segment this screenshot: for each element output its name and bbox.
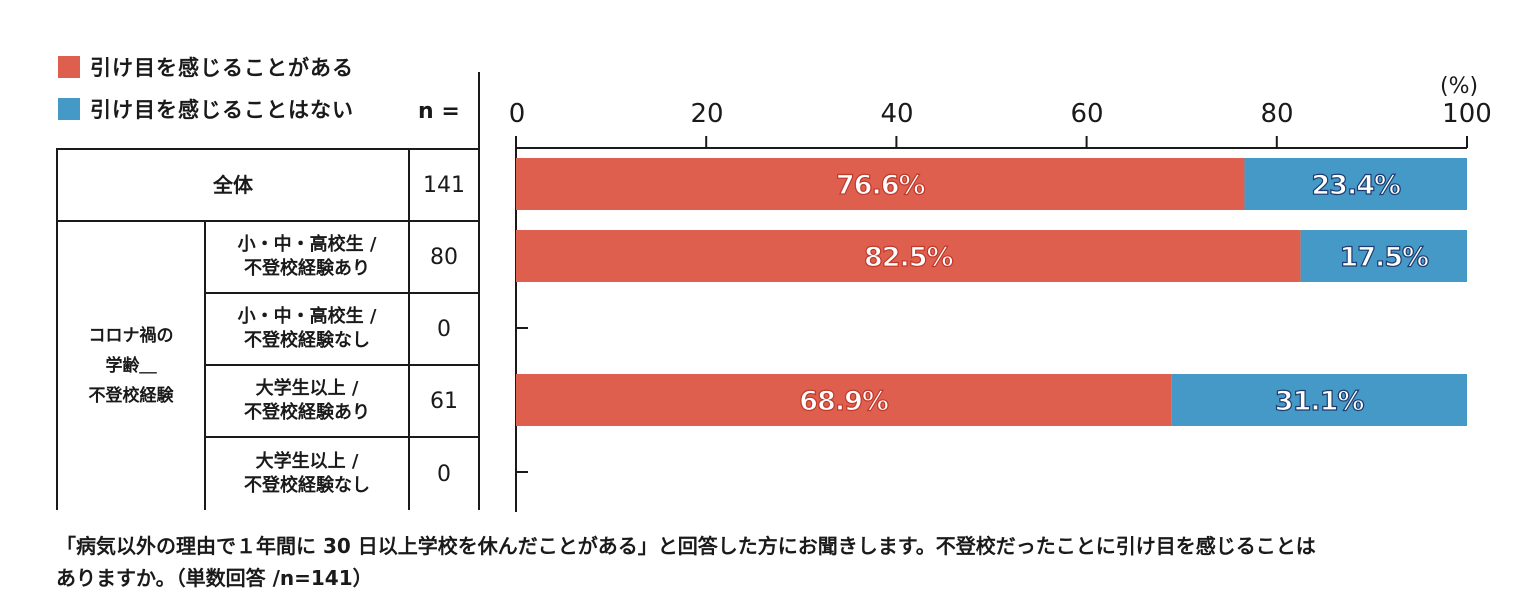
tick-label-80: 80 bbox=[1260, 99, 1294, 129]
bar-no-1 bbox=[1300, 230, 1467, 282]
data-label-yes-0: 76.6% bbox=[836, 170, 926, 201]
row-label-total: 全体 bbox=[213, 173, 253, 197]
tick-label-100: 100 bbox=[1442, 99, 1492, 129]
legend: 引け目を感じることがある 引け目を感じることはない bbox=[58, 54, 354, 138]
legend-swatch-no bbox=[58, 98, 80, 120]
row-label-hs-yes: 小・中・高校生 / 不登校経験あり bbox=[237, 234, 377, 279]
footnote-line-2: ありますか。（単数回答 /n=141） bbox=[56, 566, 373, 590]
group-label: コロナ禍の 学齢＿ 不登校経験 bbox=[88, 326, 174, 406]
tick-label-0: 0 bbox=[508, 99, 526, 129]
bar-yes-1 bbox=[516, 230, 1301, 282]
row-n-hs-no: 0 bbox=[437, 316, 451, 342]
data-label-yes-3: 68.9% bbox=[799, 386, 889, 417]
data-label-no-1: 17.5% bbox=[1339, 242, 1429, 273]
tick-label-20: 20 bbox=[690, 99, 724, 129]
legend-label-yes: 引け目を感じることがある bbox=[90, 56, 354, 80]
category-table: 全体 141 コロナ禍の 学齢＿ 不登校経験 小・中・高校生 / 不登校経験あり… bbox=[56, 72, 480, 510]
data-label-no-0: 23.4% bbox=[1311, 170, 1401, 201]
row-n-total: 141 bbox=[423, 172, 465, 198]
bar-yes-3 bbox=[516, 374, 1172, 426]
tick-label-40: 40 bbox=[880, 99, 914, 129]
tick-label-60: 60 bbox=[1070, 99, 1104, 129]
axis-unit-label: (%) bbox=[1440, 74, 1479, 99]
row-label-univ-no: 大学生以上 / 不登校経験なし bbox=[244, 451, 370, 496]
bar-yes-0 bbox=[516, 158, 1245, 210]
row-n-univ-yes: 61 bbox=[430, 388, 458, 414]
chart-axis bbox=[515, 136, 1468, 512]
footnote-line-1: 「病気以外の理由で１年間に 30 日以上学校を休んだことがある」と回答した方にお… bbox=[56, 534, 1316, 558]
legend-label-no: 引け目を感じることはない bbox=[90, 98, 354, 122]
chart-bars: 76.6% 23.4% 82.5% 17.5% 68.9% 31.1% bbox=[516, 158, 1467, 473]
data-label-no-3: 31.1% bbox=[1275, 386, 1365, 417]
row-label-hs-no: 小・中・高校生 / 不登校経験なし bbox=[237, 306, 377, 351]
row-n-hs-yes: 80 bbox=[430, 244, 458, 270]
legend-swatch-yes bbox=[58, 56, 80, 78]
bar-no-3 bbox=[1171, 374, 1467, 426]
footnote: 「病気以外の理由で１年間に 30 日以上学校を休んだことがある」と回答した方にお… bbox=[56, 530, 1496, 594]
legend-item-no: 引け目を感じることはない bbox=[58, 96, 354, 122]
n-column-header: n = bbox=[418, 99, 460, 124]
row-n-univ-no: 0 bbox=[437, 461, 451, 487]
bar-no-0 bbox=[1244, 158, 1467, 210]
row-label-univ-yes: 大学生以上 / 不登校経験あり bbox=[244, 378, 370, 423]
data-label-yes-1: 82.5% bbox=[864, 242, 954, 273]
legend-item-yes: 引け目を感じることがある bbox=[58, 54, 354, 80]
